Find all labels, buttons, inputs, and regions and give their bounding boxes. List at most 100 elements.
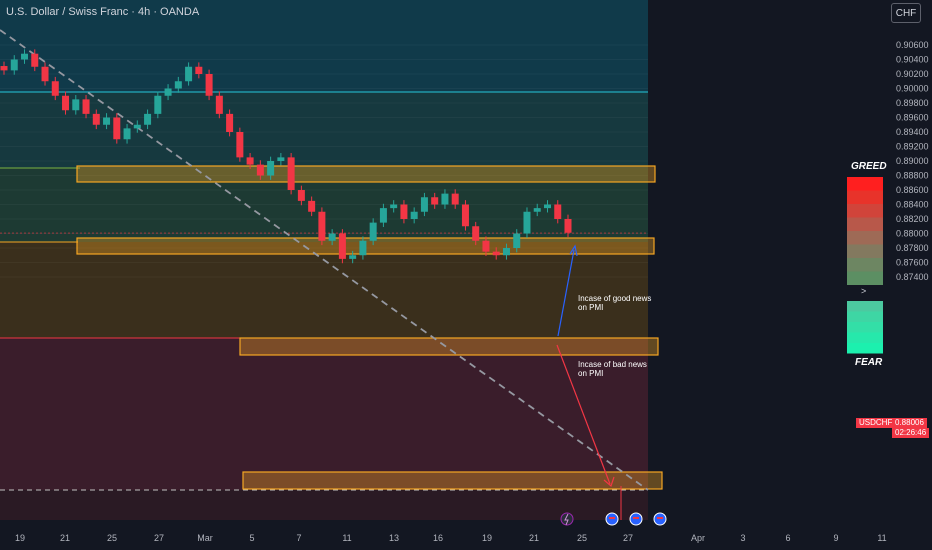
greed-segment-6	[847, 258, 883, 272]
time-axis-bg	[0, 520, 932, 550]
y-tick-label-9: 0.88800	[896, 171, 929, 181]
greed-segment-0	[847, 177, 883, 191]
x-tick-label-18: 11	[877, 533, 886, 543]
candle-body-41	[420, 197, 428, 212]
y-tick-label-10: 0.88600	[896, 185, 929, 195]
candle-body-43	[441, 193, 449, 205]
x-tick-label-10: 19	[482, 533, 492, 543]
x-tick-label-8: 13	[389, 533, 399, 543]
x-tick-label-4: Mar	[197, 533, 213, 543]
candle-body-26	[267, 161, 275, 176]
x-tick-label-6: 7	[296, 533, 301, 543]
band-0	[0, 0, 648, 92]
trendline	[0, 29, 649, 491]
candle-body-29	[297, 190, 305, 201]
greed-segment-1	[847, 190, 883, 204]
x-tick-label-1: 21	[60, 533, 70, 543]
candle-body-0	[0, 66, 8, 71]
projection-arrows	[556, 244, 622, 530]
good-news-arrow	[557, 249, 575, 337]
candle-body-12	[123, 128, 131, 140]
band-4	[0, 338, 648, 490]
candle-body-14	[144, 113, 152, 125]
candle-body-20	[205, 74, 213, 96]
sentiment-arrow: >	[861, 286, 867, 296]
candle-body-19	[195, 66, 203, 74]
y-tick-label-7: 0.89200	[896, 142, 929, 152]
candle-body-27	[277, 157, 285, 161]
x-tick-label-13: 27	[623, 533, 633, 543]
candle-body-28	[287, 157, 295, 190]
candle-body-34	[349, 255, 357, 259]
candle-body-52	[533, 208, 541, 212]
candle-body-32	[328, 233, 336, 241]
zone-0	[76, 165, 656, 183]
candle-body-11	[113, 117, 121, 140]
x-tick-label-2: 25	[107, 533, 117, 543]
greed-segment-5	[847, 244, 883, 258]
candle-body-40	[410, 211, 418, 219]
candle-body-53	[543, 204, 551, 209]
y-tick-label-1: 0.90400	[896, 55, 929, 65]
y-tick-label-3: 0.90000	[896, 84, 929, 94]
currency-button[interactable]: CHF	[891, 3, 921, 23]
lightning-glyph	[564, 513, 569, 526]
candle-body-38	[390, 204, 398, 209]
x-tick-label-0: 19	[15, 533, 25, 543]
candle-body-3	[31, 53, 39, 67]
y-tick-label-4: 0.89800	[896, 98, 929, 108]
good-news-arrowhead	[569, 244, 578, 257]
candle-body-47	[482, 240, 490, 252]
candle-body-30	[308, 200, 316, 212]
fear-segment-4	[847, 343, 883, 354]
greed-segment-3	[847, 217, 883, 231]
y-tick-label-15: 0.87600	[896, 258, 929, 268]
us-flag-stripe-2	[657, 517, 663, 519]
candle-body-9	[92, 113, 100, 125]
y-tick-label-13: 0.88000	[896, 229, 929, 239]
candle-body-46	[472, 226, 480, 241]
candle-body-16	[164, 88, 172, 96]
candle-body-21	[215, 95, 223, 114]
candle-body-13	[133, 124, 141, 129]
candle-body-35	[359, 240, 367, 256]
last-price-tag: 0.88006	[892, 418, 927, 428]
zone-3	[242, 471, 663, 490]
y-tick-label-11: 0.88400	[896, 200, 929, 210]
candle-body-44	[451, 193, 459, 205]
y-tick-label-16: 0.87400	[896, 272, 929, 282]
y-tick-label-12: 0.88200	[896, 214, 929, 224]
candle-body-55	[564, 219, 572, 233]
candle-body-5	[51, 81, 59, 96]
candle-body-10	[103, 117, 111, 125]
candle-body-2	[21, 53, 29, 60]
time-axis: 19 21 25 27 Mar 5 7 11 13 16 19 21 25 27 Apr 3 6 9 11	[0, 520, 932, 550]
candle-body-49	[502, 248, 510, 256]
fear-segment-3	[847, 332, 883, 343]
greed-segment-2	[847, 204, 883, 218]
candle-body-24	[246, 157, 254, 165]
greed-segment-4	[847, 231, 883, 245]
candle-body-25	[256, 164, 264, 176]
y-tick-label-5: 0.89600	[896, 113, 929, 123]
background-bands	[0, 0, 648, 520]
candle-body-17	[174, 81, 182, 89]
candle-body-4	[41, 66, 49, 82]
candle-body-50	[513, 233, 521, 248]
countdown-tag: 02:26:46	[892, 428, 930, 438]
candle-body-33	[338, 233, 346, 259]
event-icons	[560, 512, 667, 526]
us-flag-stripe-1	[633, 517, 639, 519]
us-flag-stripe-0	[609, 517, 615, 519]
lightning-icon	[560, 512, 574, 526]
candle-body-22	[226, 113, 234, 132]
candle-body-51	[523, 211, 531, 234]
candles	[0, 49, 572, 264]
candle-body-37	[379, 208, 387, 223]
greed-label: GREED	[851, 161, 887, 172]
candle-body-42	[431, 197, 439, 205]
bad-news-arrow	[556, 344, 611, 485]
fear-segment-1	[847, 311, 883, 322]
x-tick-label-15: 3	[740, 533, 745, 543]
